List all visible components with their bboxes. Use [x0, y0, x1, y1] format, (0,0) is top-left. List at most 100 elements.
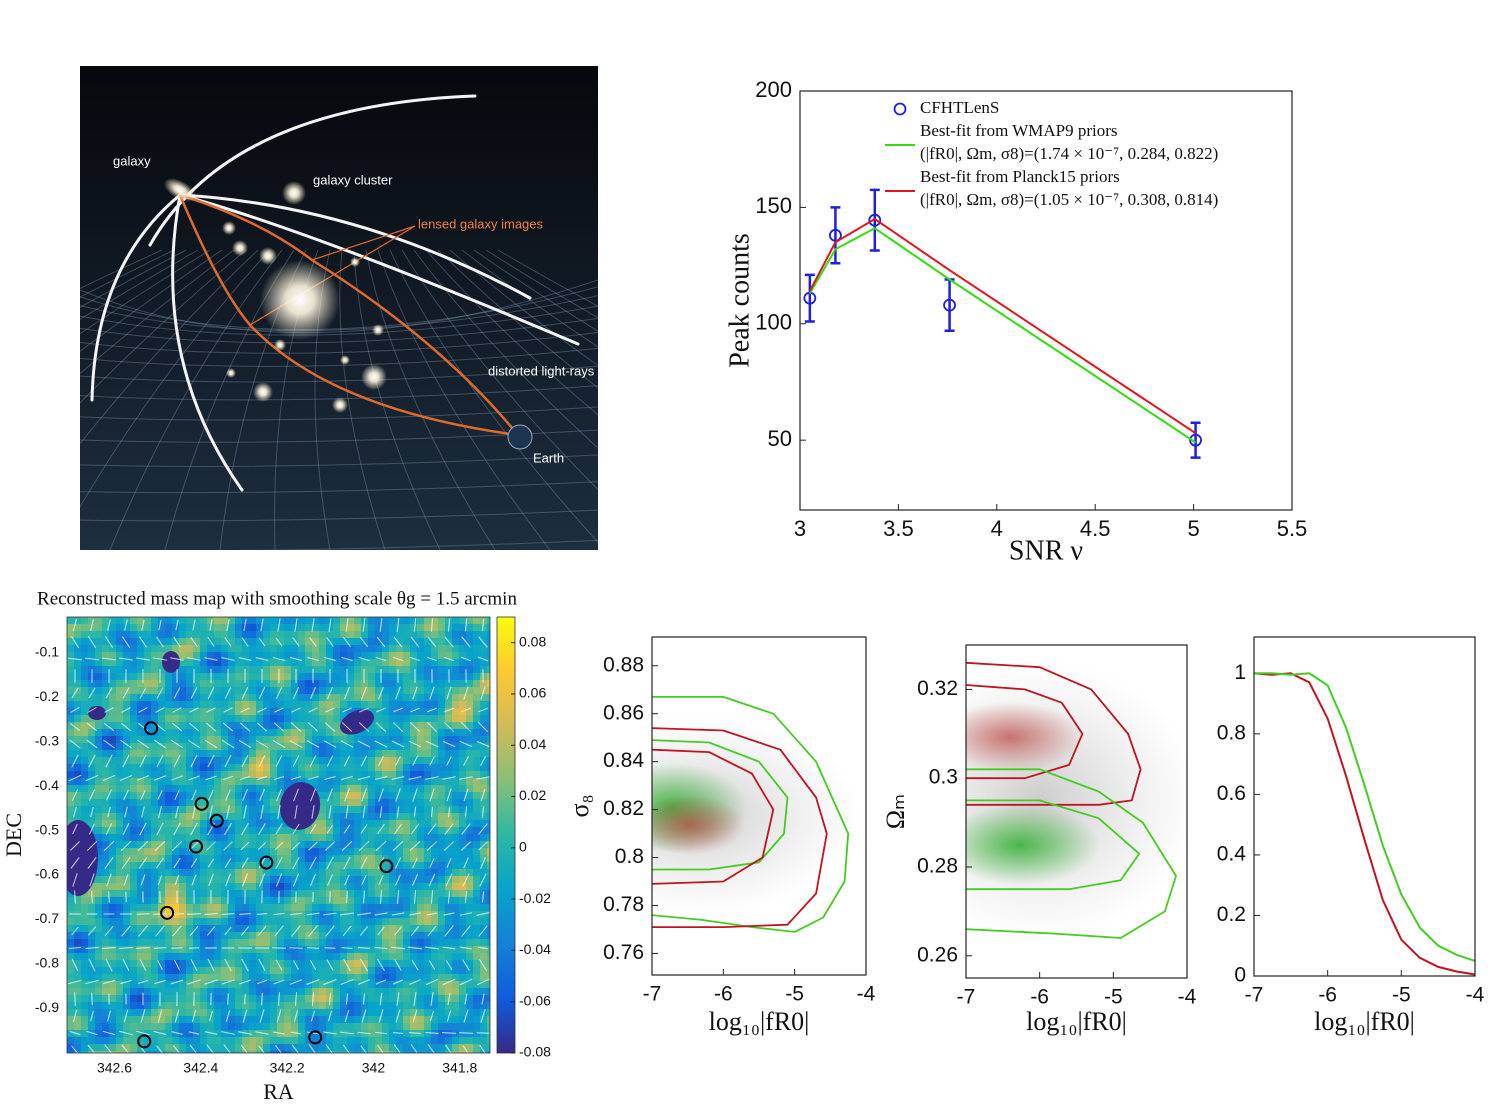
map-cell: [438, 897, 446, 905]
map-cell: [277, 792, 285, 800]
map-cell: [361, 848, 369, 856]
map-cell: [256, 708, 264, 716]
map-cell: [214, 624, 222, 632]
map-cell: [249, 1009, 257, 1017]
map-cell: [424, 1044, 432, 1052]
map-cell: [389, 890, 397, 898]
shear-whisker: [396, 992, 400, 1006]
shear-whisker: [327, 788, 333, 802]
shear-whisker: [409, 656, 421, 662]
map-cell: [487, 967, 490, 975]
map-cell: [123, 708, 131, 716]
map-cell: [130, 785, 138, 793]
map-cell: [319, 736, 327, 744]
shear-whisker: [226, 619, 230, 631]
shear-whisker: [481, 806, 485, 818]
map-cell: [130, 764, 138, 772]
shear-whisker: [140, 789, 146, 801]
map-cell: [249, 617, 257, 625]
map-cell: [242, 869, 250, 877]
map-cell: [130, 953, 138, 961]
map-cell: [102, 988, 110, 996]
map-cell: [263, 1051, 271, 1053]
map-cell: [431, 1037, 439, 1045]
map-cell: [151, 736, 159, 744]
map-cell: [396, 743, 404, 751]
shear-whisker: [273, 1031, 285, 1035]
map-cell: [417, 967, 425, 975]
map-cell: [438, 995, 446, 1003]
shear-whisker: [71, 789, 79, 801]
map-cell: [396, 848, 404, 856]
colorbar-tick-label: 0.06: [519, 685, 546, 701]
map-cell: [207, 862, 215, 870]
map-cell: [242, 834, 250, 842]
map-cell: [312, 729, 320, 737]
map-cell: [207, 1002, 215, 1010]
map-cell: [305, 869, 313, 877]
map-cell: [263, 1009, 271, 1017]
map-cell: [291, 834, 299, 842]
map-cell: [382, 652, 390, 660]
map-cell: [67, 708, 75, 716]
shear-whisker: [392, 840, 404, 852]
map-cell: [445, 918, 453, 926]
map-cell: [340, 778, 348, 786]
shear-whisker: [442, 946, 456, 950]
map-cell: [144, 988, 152, 996]
map-cell: [277, 764, 285, 772]
map-cell: [116, 666, 124, 674]
shear-whisker: [309, 755, 317, 767]
shear-whisker: [239, 722, 251, 732]
map-cell: [284, 680, 292, 688]
colorbar-tick-label: 0.02: [519, 787, 546, 803]
shear-whisker: [430, 806, 434, 818]
map-cell: [116, 1016, 124, 1024]
shear-whisker: [187, 913, 201, 915]
map-cell: [249, 687, 257, 695]
map-cell: [389, 799, 397, 807]
map-cell: [382, 617, 390, 625]
map-cell: [333, 855, 341, 863]
galaxy-dot: [361, 364, 387, 390]
map-cell: [424, 988, 432, 996]
map-cell: [333, 617, 341, 625]
map-cell: [298, 638, 306, 646]
map-cell: [284, 904, 292, 912]
grid-curve: [80, 539, 598, 550]
map-cell: [354, 743, 362, 751]
map-cell: [228, 981, 236, 989]
map-cell: [333, 778, 341, 786]
map-cell: [403, 988, 411, 996]
map-cell: [256, 897, 264, 905]
map-cell: [340, 687, 348, 695]
map-cell: [165, 862, 173, 870]
map-cell: [417, 1051, 425, 1053]
map-cell: [242, 911, 250, 919]
map-cell: [375, 953, 383, 961]
map-cell: [74, 659, 82, 667]
map-cell: [354, 967, 362, 975]
map-cell: [67, 687, 75, 695]
shear-whisker: [141, 806, 145, 818]
y-tick-label: -0.6: [35, 866, 59, 882]
map-cell: [165, 834, 173, 842]
map-cell: [403, 953, 411, 961]
map-cell: [424, 799, 432, 807]
map-cell: [235, 974, 243, 982]
y-tick-label: 0.3: [929, 766, 958, 789]
map-cell: [158, 967, 166, 975]
map-cell: [431, 701, 439, 709]
map-cell: [417, 736, 425, 744]
shear-whisker: [430, 992, 434, 1006]
shear-whisker: [327, 1010, 333, 1022]
map-cell: [480, 1023, 488, 1031]
shear-whisker: [137, 840, 149, 852]
map-cell: [228, 687, 236, 695]
map-cell: [137, 904, 145, 912]
map-cell: [158, 960, 166, 968]
map-cell: [81, 701, 89, 709]
map-cell: [473, 827, 481, 835]
map-cell: [95, 743, 103, 751]
map-cell: [116, 652, 124, 660]
